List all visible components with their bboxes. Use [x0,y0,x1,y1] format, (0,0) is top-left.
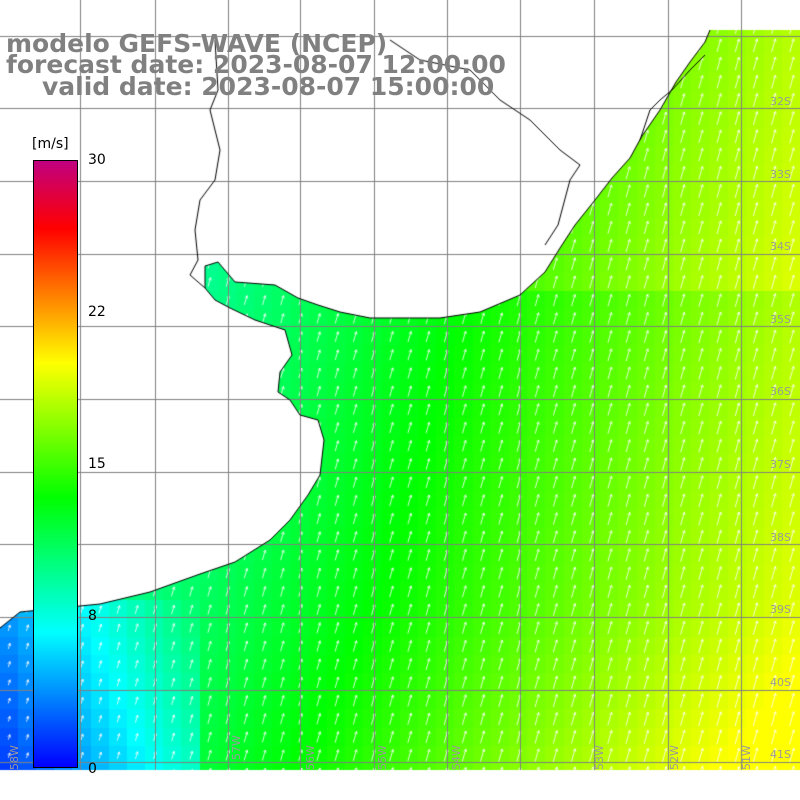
map-title-model: modelo GEFS-WAVE (NCEP) [6,29,388,58]
lon-label: 54W [450,745,463,770]
lat-label: 32S [770,95,791,108]
legend-tick-8: 8 [88,608,97,624]
lat-label: 33S [770,168,791,181]
lon-label: 51W [740,745,753,770]
legend-tick-22: 22 [88,304,106,320]
lat-label: 41S [770,748,791,761]
legend-tick-15: 15 [88,456,106,472]
lon-label: 53W [593,745,606,770]
lon-label: 56W [304,745,317,770]
legend-tick-0: 0 [88,761,97,777]
lat-label: 37S [770,458,791,471]
lat-label: 40S [770,676,791,689]
lon-label: 52W [668,745,681,770]
lat-label: 38S [770,531,791,544]
map-title-forecast-date: forecast date: 2023-08-07 12:00:00 [6,50,506,79]
legend-tick-30: 30 [88,152,106,168]
map-title-valid-date: valid date: 2023-08-07 15:00:00 [42,72,495,101]
lon-label: 58W [8,745,21,770]
legend-colorbar [33,160,78,768]
lat-label: 34S [770,240,791,253]
legend-units: [m/s] [32,136,69,152]
lon-label: 57W [230,735,243,760]
lat-label: 39S [770,603,791,616]
lat-label: 36S [770,385,791,398]
lon-label: 55W [376,745,389,770]
lat-label: 35S [770,313,791,326]
color-legend: [m/s] 30 22 15 8 0 [0,120,112,780]
